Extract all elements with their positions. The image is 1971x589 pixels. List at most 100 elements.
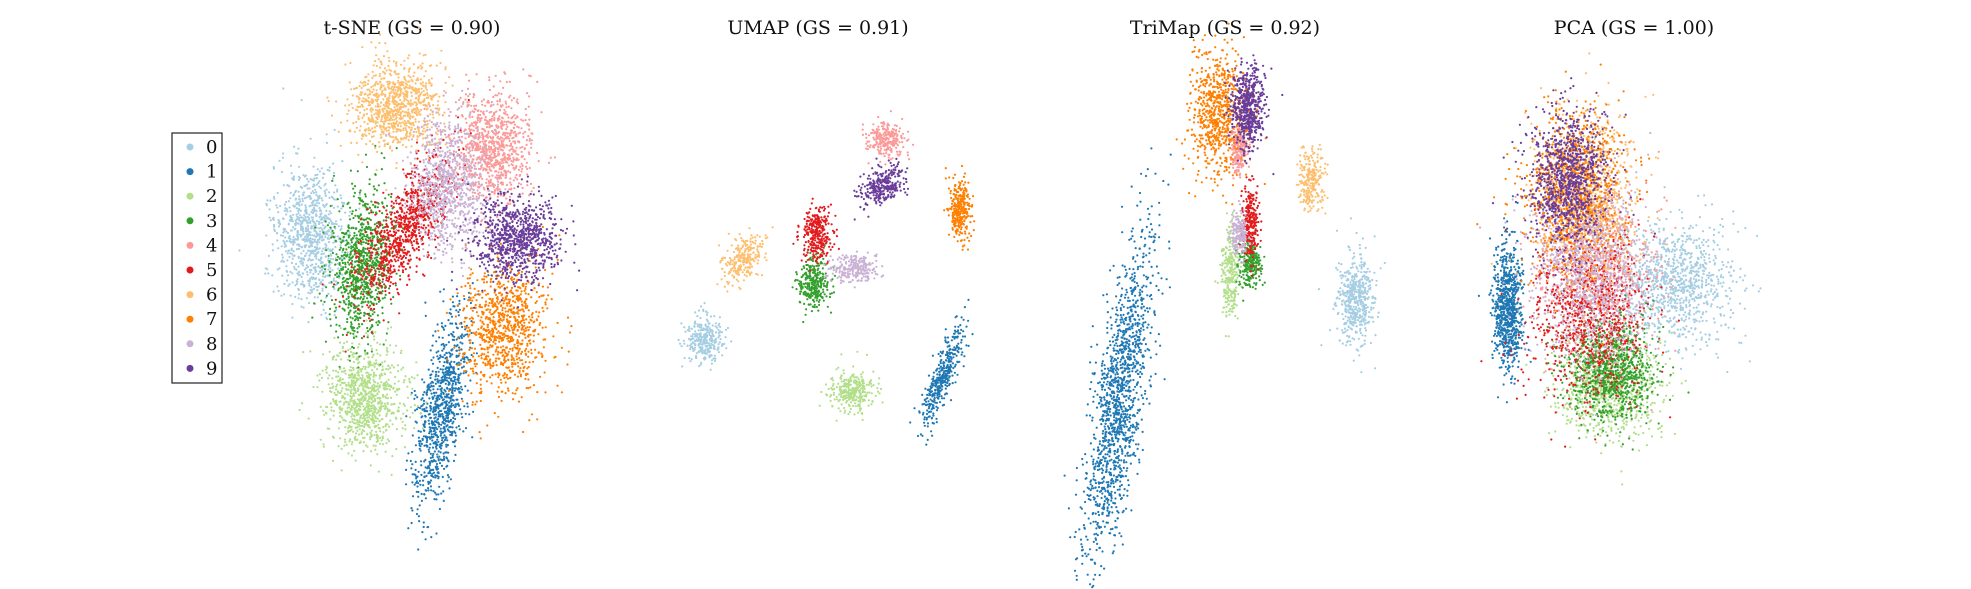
data-point [449,355,452,358]
data-point [378,377,381,380]
data-point [374,448,377,451]
data-point [316,251,320,254]
data-point [301,197,304,200]
data-point [356,356,359,359]
data-point [444,382,447,385]
data-point [403,188,406,191]
data-point [356,346,360,349]
data-point [368,414,372,417]
data-point [363,281,366,284]
data-point [351,418,354,421]
data-point [476,185,480,188]
data-point [384,245,387,248]
data-point [424,409,427,412]
data-point [506,125,509,128]
data-point [498,100,501,103]
data-point [342,350,345,353]
data-point [316,289,319,292]
data-point [367,301,370,304]
data-point [397,409,400,412]
data-point [400,349,403,352]
data-point [375,321,378,324]
data-point [472,96,475,99]
data-point [388,287,391,290]
data-point [460,105,463,108]
data-point [370,419,373,422]
data-point [451,366,454,369]
data-point [343,280,346,283]
data-point [422,484,425,487]
data-point [309,237,312,240]
data-point [386,382,389,386]
data-point [369,239,372,242]
data-point [493,152,496,155]
data-point [366,392,369,395]
data-point [297,190,300,193]
data-point [482,128,485,131]
data-point [326,168,329,172]
data-point [301,200,304,203]
data-point [305,264,308,267]
data-point [455,326,458,329]
data-point [347,246,350,249]
data-point [396,288,399,291]
data-point [392,403,395,406]
data-point [353,304,356,307]
data-point [411,481,414,484]
data-point [378,292,381,295]
data-point [426,467,429,470]
data-point [377,247,380,250]
data-point [358,202,361,205]
data-point [449,373,452,376]
data-point [432,410,435,413]
data-point [290,247,293,250]
data-point [413,427,416,430]
data-point [436,366,439,369]
data-point [323,284,326,287]
data-point [442,417,445,420]
data-point [305,267,308,270]
data-point [381,297,384,300]
data-point [431,397,434,400]
data-point [362,441,365,444]
data-point [452,331,455,334]
data-point [453,360,456,364]
data-point [525,139,529,142]
data-point [446,480,449,483]
data-point [364,408,367,411]
data-point [386,401,389,405]
data-point [496,180,500,183]
data-point [371,364,374,367]
data-point [324,270,327,273]
data-point [329,418,332,421]
data-point [349,206,352,209]
data-point [338,407,341,410]
data-point [423,493,426,496]
data-point [491,182,494,185]
data-point [512,97,516,100]
data-point [471,341,474,345]
data-point [337,391,340,394]
data-point [348,256,351,259]
data-point [338,411,341,414]
data-point [318,379,321,382]
data-point [389,269,392,272]
data-point [374,173,377,176]
data-point [393,247,396,250]
data-point [334,369,338,373]
data-point [432,406,435,409]
data-point [331,221,334,224]
data-point [347,452,350,455]
data-point [288,283,291,286]
data-point [318,227,321,230]
data-point [315,177,318,180]
data-point [486,165,489,168]
data-point [281,253,284,256]
data-point [305,196,308,199]
data-point [385,223,388,226]
data-point [362,223,365,226]
data-point [416,485,419,488]
data-point [318,270,321,273]
data-point [442,288,445,291]
data-point [374,415,377,418]
